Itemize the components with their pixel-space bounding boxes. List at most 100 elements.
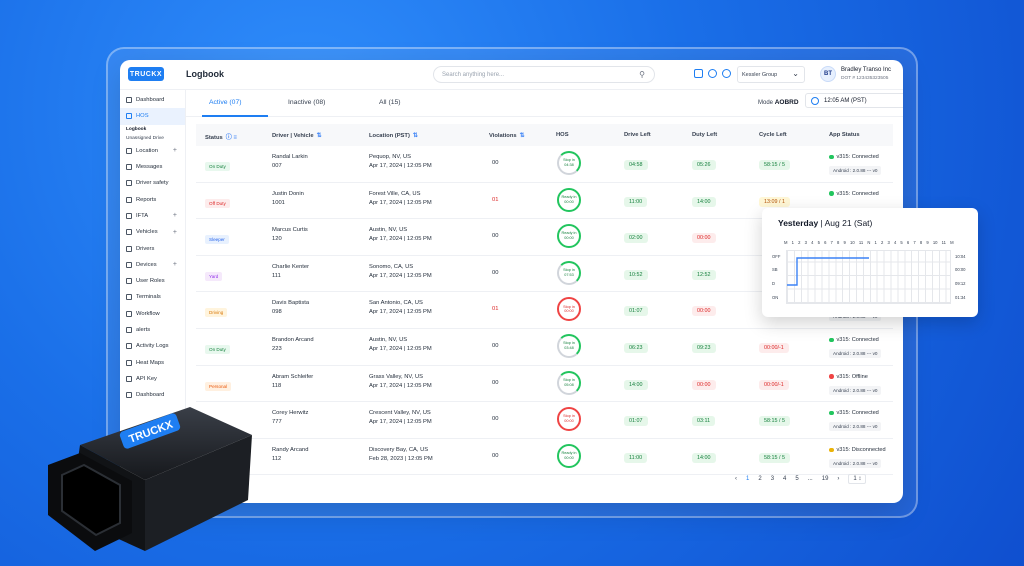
expand-plus-icon[interactable]: + (172, 261, 177, 269)
message-icon (126, 164, 132, 171)
expand-plus-icon[interactable]: + (172, 228, 177, 236)
hour-label: N (867, 240, 871, 245)
page-number[interactable]: 19 (821, 476, 829, 482)
table-row[interactable]: Yard Charlie Kenter 111 Sonomo, CA, US Apr 1… (196, 256, 893, 293)
duty-left: 12:52 (692, 269, 716, 280)
hour-label: 1 (791, 240, 794, 245)
sidebar-item-location[interactable]: Location + (120, 143, 185, 159)
violations-count: 00 (492, 379, 499, 386)
sidebar-item-dashboard[interactable]: Dashboard (120, 92, 185, 108)
duty-left: 09:23 (692, 342, 716, 353)
time-selector[interactable]: 12:05 AM (PST) (805, 93, 903, 108)
next-page-icon[interactable]: › (837, 476, 840, 482)
page-number[interactable]: 1 (746, 476, 750, 482)
search-input[interactable]: Search anything here... ⚲ (433, 66, 655, 83)
tab-all[interactable]: All (15) (379, 99, 401, 106)
popup-title: Yesterday | Aug 21 (Sat) (778, 218, 873, 228)
violations-count: 00 (492, 160, 499, 166)
mode-value: AOBRD (774, 99, 799, 106)
table-row[interactable]: Off Duty Justin Donin 1001 Forest Ville, CA… (196, 183, 893, 220)
alarm-icon[interactable] (722, 69, 731, 78)
driver-name[interactable]: Randy Arcand (272, 446, 309, 453)
expand-plus-icon[interactable]: + (172, 147, 177, 155)
grid-icon (126, 392, 132, 399)
avatar[interactable]: BT (820, 66, 836, 82)
chat-icon[interactable] (694, 69, 703, 78)
page-number[interactable]: 4 (783, 476, 787, 482)
hos-time: 05:08 (564, 382, 574, 387)
vehicle-number: 112 (272, 455, 282, 462)
hos-ring: Ready in 00:00 (557, 187, 581, 212)
user-dot-number: DOT # 123435323505 (841, 76, 889, 81)
status-badge: Off Duty (205, 198, 230, 208)
truckx-logo[interactable]: TRUCKX (128, 67, 164, 81)
hos-icon (126, 113, 132, 120)
sidebar-subitem[interactable]: Unassigned Drive (126, 135, 164, 141)
table-row[interactable]: Personal Abram Schleifer 118 Grass Valley, … (196, 366, 893, 403)
sidebar-subitem[interactable]: Logbook (126, 126, 147, 132)
sidebar-item-workflow[interactable]: Workflow (120, 306, 185, 322)
sidebar-item-messages[interactable]: Messages (120, 159, 185, 175)
sidebar-item-activity-logs[interactable]: Activity Logs (120, 338, 185, 354)
driver-name[interactable]: Brandon Arcand (272, 336, 314, 343)
sidebar-item-devices[interactable]: Devices + (120, 257, 185, 273)
page-number[interactable]: ... (807, 476, 813, 482)
sidebar-item-ifta[interactable]: IFTA + (120, 208, 185, 224)
col-status[interactable]: Status ⓘ ≡ (205, 132, 237, 141)
location-date: Feb 28, 2023 | 12:05 PM (369, 455, 433, 462)
duty-row-label: SB (772, 267, 778, 272)
col-hos: HOS (556, 132, 569, 138)
terminal-icon (126, 294, 132, 301)
expand-plus-icon[interactable]: + (172, 212, 177, 220)
sidebar-item-user-roles[interactable]: User Roles (120, 273, 185, 289)
location-text: Austin, NV, US (369, 336, 408, 343)
page-size-select[interactable]: 1 ↕ (848, 474, 867, 484)
driver-name[interactable]: Abram Schleifer (272, 373, 314, 380)
table-row[interactable]: Corey Herwitz 777 Crescent Valley, NV, US A… (196, 402, 893, 439)
hos-time: 00:00 (564, 455, 574, 460)
status-dot (829, 374, 834, 379)
hour-label: 6 (906, 240, 910, 245)
device-icon (126, 261, 132, 268)
sidebar-item-vehicles[interactable]: Vehicles + (120, 224, 185, 240)
tab-inactive[interactable]: Inactive (08) (288, 99, 326, 106)
driver-name[interactable]: Corey Herwitz (272, 410, 309, 417)
sidebar-item-terminals[interactable]: Terminals (120, 289, 185, 305)
sidebar-item-drivers[interactable]: Drivers (120, 240, 185, 256)
table-row[interactable]: On Duty Randal Larkin 007 Pequop, NV, US Apr… (196, 146, 893, 183)
sidebar-item-alerts[interactable]: alerts (120, 322, 185, 338)
col-violations[interactable]: Violations ⇅ (489, 132, 525, 139)
driver-name[interactable]: Charlie Kenter (272, 263, 310, 270)
violations-count: 01 (492, 196, 499, 203)
truck-icon (126, 229, 132, 236)
search-icon[interactable]: ⚲ (639, 70, 645, 79)
company-select[interactable]: Kessler Group ⌄ (737, 66, 805, 83)
driver-name[interactable]: Davis Baptista (272, 300, 310, 307)
driver-name[interactable]: Marcus Curtis (272, 227, 308, 234)
sidebar-item-label: User Roles (136, 278, 165, 285)
clock-icon (811, 97, 819, 105)
sidebar-item-api-key[interactable]: API Key (120, 371, 185, 387)
sidebar-item-reports[interactable]: Reports (120, 191, 185, 207)
col-location[interactable]: Location (PST) ⇅ (369, 132, 418, 139)
driver-name[interactable]: Justin Donin (272, 190, 304, 197)
hour-label: 6 (824, 240, 827, 245)
table-row[interactable]: On Duty Brandon Arcand 223 Austin, NV, US Ap… (196, 329, 893, 366)
sidebar-item-dashboard[interactable]: Dashboard (120, 387, 185, 403)
hos-label: Ready in (561, 231, 577, 236)
prev-page-icon[interactable]: ‹ (735, 476, 737, 482)
duty-left: 05:26 (692, 160, 716, 170)
driver-name[interactable]: Randal Larkin (272, 154, 308, 160)
table-row[interactable]: Sleeper Marcus Curtis 120 Austin, NV, US Apr… (196, 219, 893, 256)
page-number[interactable]: 5 (795, 476, 799, 482)
pagination: ‹ 1 2 3 4 5... 19 › 1 ↕ (735, 474, 867, 484)
sidebar-item-heat-maps[interactable]: Heat Maps (120, 354, 185, 370)
page-number[interactable]: 2 (758, 476, 762, 482)
tab-active[interactable]: Active (07) (209, 99, 242, 106)
sidebar-item-driver-safety[interactable]: Driver safety (120, 175, 185, 191)
sidebar-item-hos[interactable]: HOS (120, 108, 185, 125)
table-row[interactable]: Randy Arcand 112 Discovery Bay, CA, US Feb … (196, 439, 893, 476)
check-circle-icon[interactable] (708, 69, 717, 78)
page-number[interactable]: 3 (770, 476, 775, 482)
col-driver[interactable]: Driver | Vehicle ⇅ (272, 132, 322, 139)
